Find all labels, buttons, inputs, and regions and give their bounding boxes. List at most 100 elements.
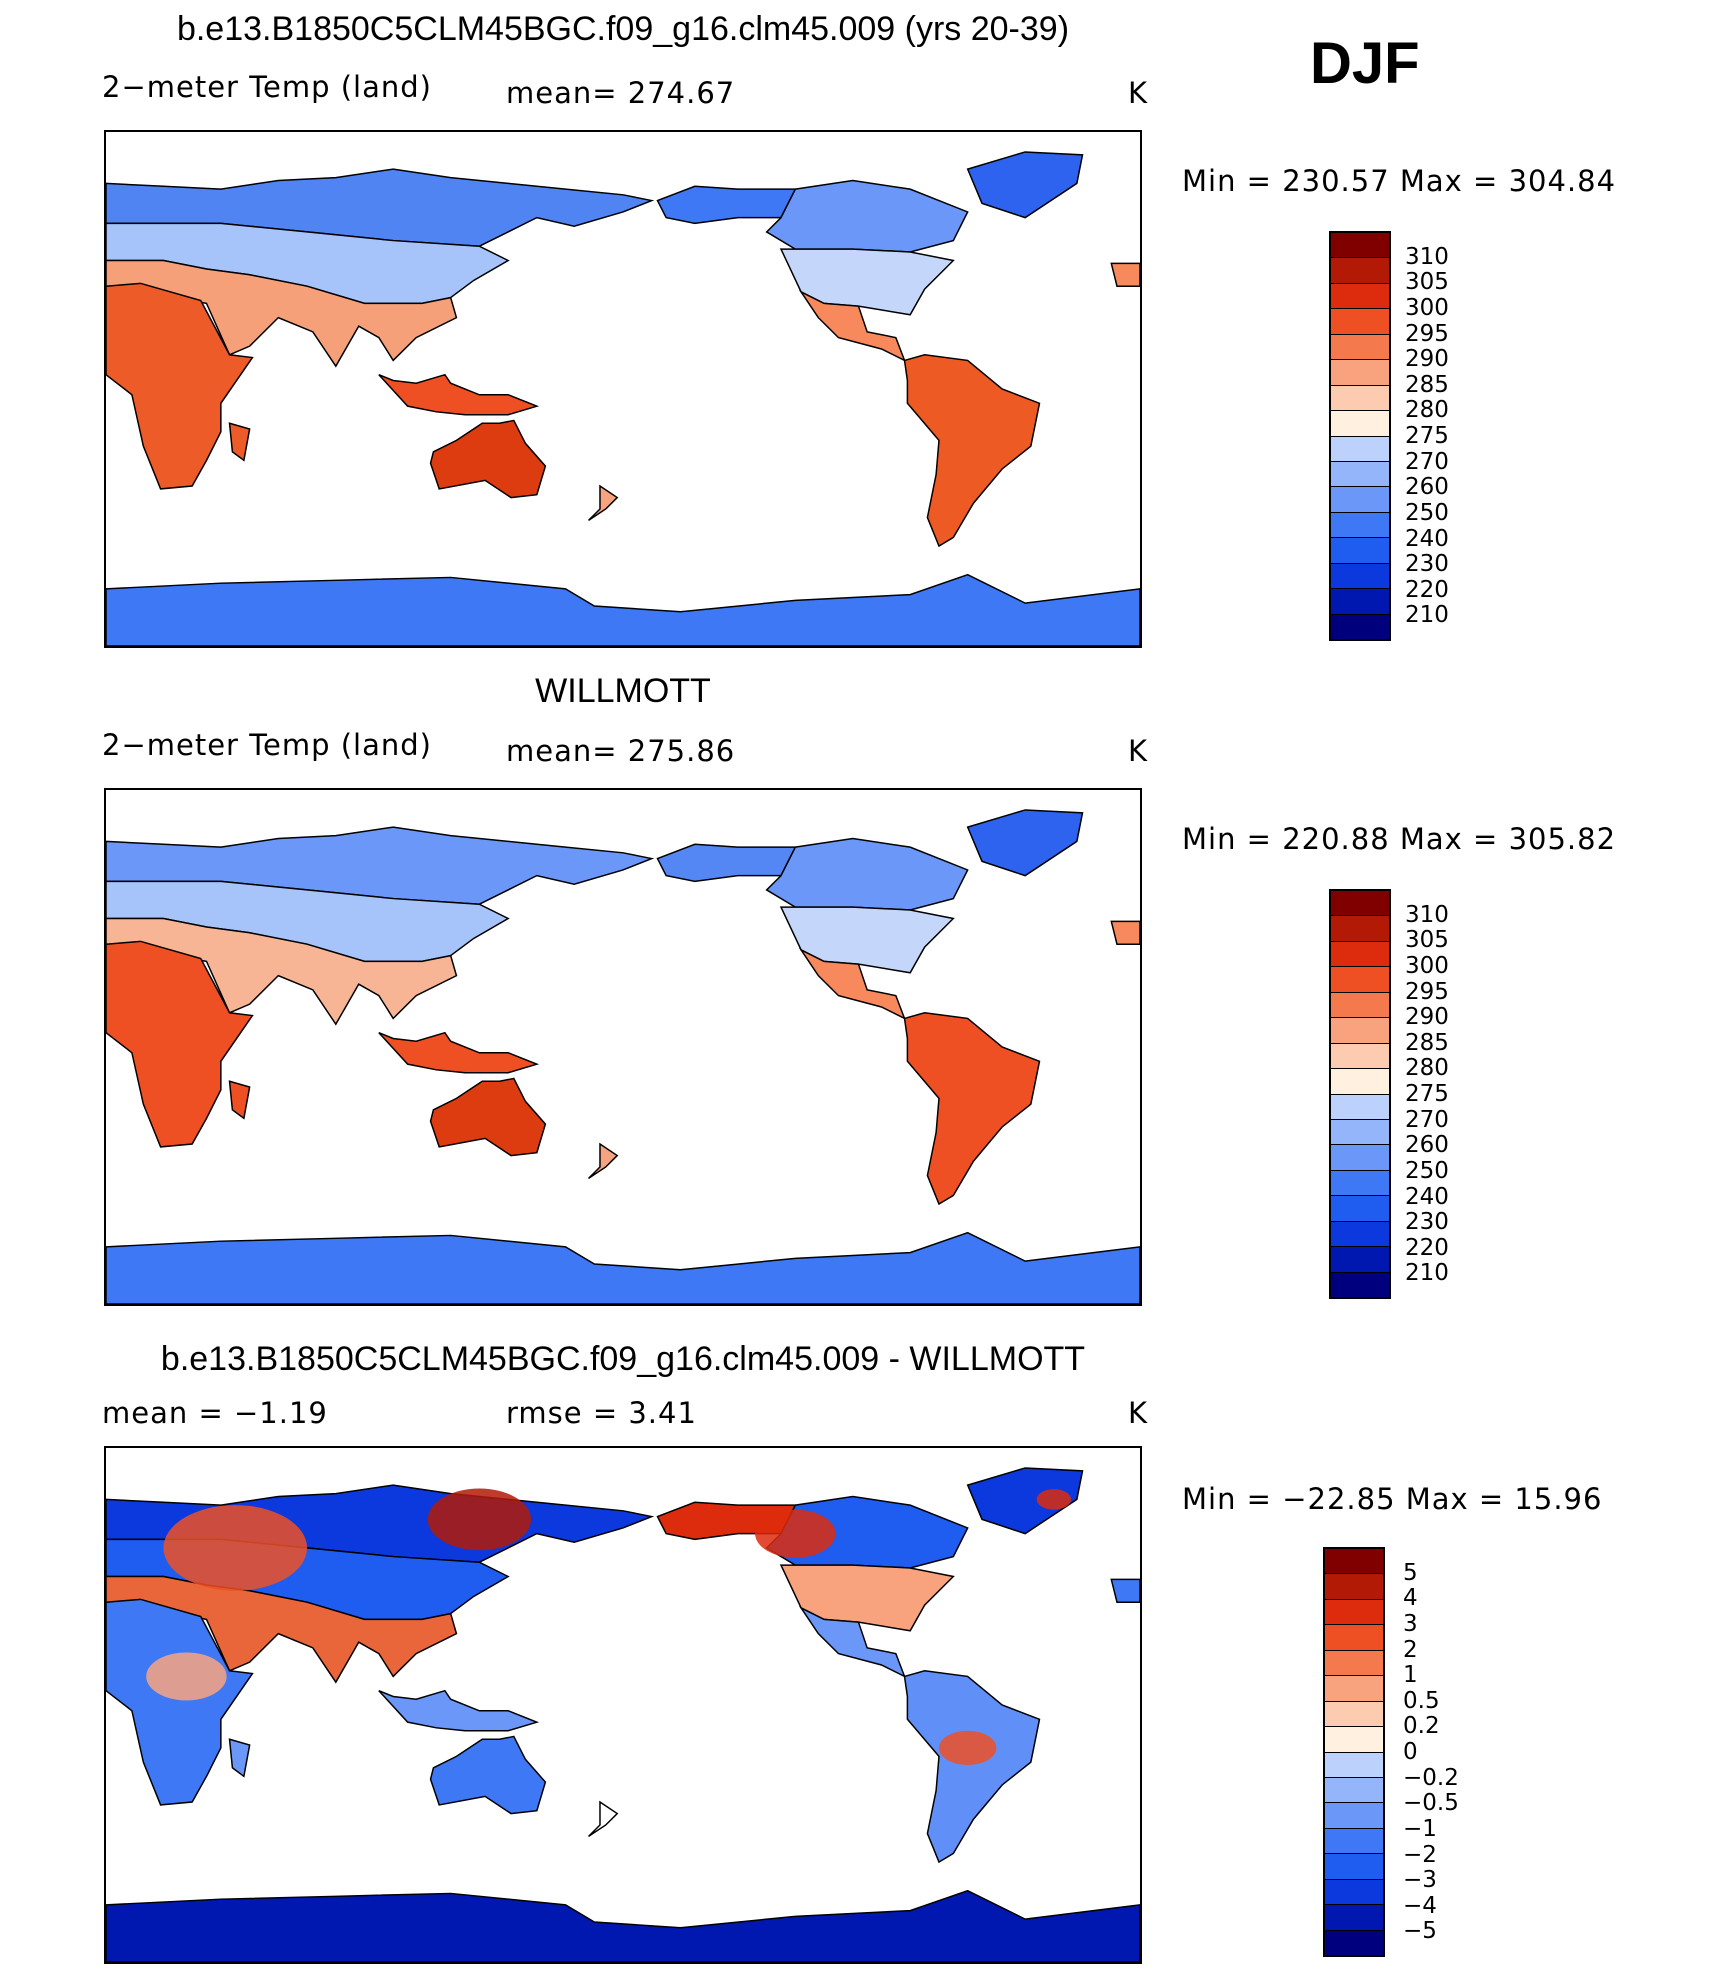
colorbar-segment	[1325, 1905, 1383, 1931]
colorbar-segment	[1331, 1272, 1389, 1297]
colorbar-tick-label: 220	[1405, 1234, 1449, 1261]
colorbar-segment	[1331, 233, 1389, 259]
colorbar-segment	[1331, 1221, 1389, 1248]
colorbar-segment	[1331, 436, 1389, 462]
colorbar-tick-label: 285	[1405, 371, 1449, 398]
colorbar-segment	[1325, 1777, 1383, 1804]
panel-2-colorbar-labels: 310 305 300 295 290 285 280 275 270 260 250 240 230 2…	[1405, 889, 1485, 1299]
season-label: DJF	[1310, 31, 1420, 96]
colorbar-tick-label: 250	[1405, 1157, 1449, 1184]
colorbar-segment	[1325, 1701, 1383, 1728]
colorbar-segment	[1331, 1170, 1389, 1197]
colorbar-segment	[1325, 1752, 1383, 1778]
colorbar-segment	[1331, 1145, 1389, 1171]
colorbar-segment	[1331, 309, 1389, 335]
land-africa	[106, 1598, 254, 1806]
colorbar-segment	[1325, 1803, 1383, 1829]
land-australia	[429, 1077, 547, 1157]
panel-2-units: K	[1128, 734, 1149, 768]
land-nz	[588, 1142, 619, 1179]
land-greenland	[966, 809, 1084, 877]
colorbar-tick-label: 0.2	[1403, 1713, 1440, 1740]
panel-1-map	[104, 130, 1142, 648]
colorbar-tick-label: 240	[1405, 1183, 1449, 1210]
colorbar-tick-label: 250	[1405, 499, 1449, 526]
land-mada	[228, 1738, 251, 1778]
colorbar-segment	[1331, 916, 1389, 942]
land-alaska	[656, 185, 797, 225]
colorbar-segment	[1331, 283, 1389, 310]
land-indonesia	[378, 373, 540, 416]
panel-2-colorbar	[1329, 889, 1391, 1299]
colorbar-segment	[1331, 563, 1389, 590]
colorbar-tick-label: −4	[1403, 1892, 1437, 1919]
land-indonesia	[378, 1689, 540, 1732]
panel-3-title: b.e13.B1850C5CLM45BGC.f09_g16.clm45.009 …	[160, 1340, 1086, 1378]
colorbar-segment	[1331, 891, 1389, 917]
colorbar-segment	[1331, 258, 1389, 284]
colorbar-segment	[1325, 1650, 1383, 1677]
panel-2-mean-label: mean= 275.86	[506, 734, 736, 768]
anomaly-blob	[427, 1488, 532, 1551]
anomaly-blob	[938, 1730, 997, 1765]
colorbar-tick-label: 3	[1403, 1610, 1418, 1637]
colorbar-tick-label: −5	[1403, 1918, 1437, 1945]
colorbar-tick-label: 260	[1405, 474, 1449, 501]
colorbar-tick-label: 270	[1405, 1106, 1449, 1133]
colorbar-tick-label: 300	[1405, 294, 1449, 321]
land-antarctica	[106, 1231, 1140, 1304]
panel-2-title: WILLMOTT	[535, 672, 711, 710]
colorbar-segment	[1331, 512, 1389, 539]
land-mexico	[798, 1606, 906, 1678]
colorbar-tick-label: 280	[1405, 397, 1449, 424]
land-mada	[228, 422, 251, 462]
colorbar-tick-label: 270	[1405, 448, 1449, 475]
land-southam	[903, 354, 1041, 548]
colorbar-segment	[1325, 1828, 1383, 1855]
land-nz	[588, 484, 619, 521]
colorbar-segment	[1331, 385, 1389, 412]
colorbar-tick-label: 5	[1403, 1559, 1418, 1586]
colorbar-segment	[1331, 1094, 1389, 1120]
colorbar-segment	[1331, 411, 1389, 437]
land-antarctica	[106, 573, 1140, 646]
panel-1-mean-label: mean= 274.67	[506, 76, 736, 110]
colorbar-segment	[1325, 1549, 1383, 1575]
colorbar-tick-label: −2	[1403, 1841, 1437, 1868]
colorbar-segment	[1331, 1018, 1389, 1044]
land-alaska	[656, 843, 797, 883]
panel-1-title: b.e13.B1850C5CLM45BGC.f09_g16.clm45.009 …	[176, 10, 1070, 48]
panel-3-rmse-label: rmse = 3.41	[506, 1396, 697, 1430]
colorbar-tick-label: 230	[1405, 1209, 1449, 1236]
panel-2-minmax: Min = 220.88 Max = 305.82	[1182, 822, 1617, 856]
colorbar-segment	[1325, 1854, 1383, 1880]
colorbar-segment	[1325, 1625, 1383, 1651]
land-mexico	[798, 948, 906, 1020]
panel-1-colorbar-labels: 310 305 300 295 290 285 280 275 270 260 250 240 230 2…	[1405, 231, 1485, 641]
colorbar-segment	[1331, 1043, 1389, 1070]
colorbar-segment	[1331, 589, 1389, 615]
colorbar-tick-label: 305	[1405, 269, 1449, 296]
land-australia	[429, 1735, 547, 1815]
panel-3-colorbar-labels: 5 4 3 2 1 0.5 0.2 0 −0.2 −0.5 −1 −2 −3 −4 −5	[1403, 1547, 1493, 1957]
panel-3-colorbar	[1323, 1547, 1385, 1957]
colorbar-tick-label: 210	[1405, 1260, 1449, 1287]
land-canada	[765, 179, 969, 253]
panel-1-colorbar	[1329, 231, 1391, 641]
land-usa	[779, 906, 955, 974]
colorbar-tick-label: 230	[1405, 551, 1449, 578]
land-iberia	[1110, 920, 1140, 945]
colorbar-tick-label: −0.5	[1403, 1790, 1459, 1817]
colorbar-tick-label: 280	[1405, 1055, 1449, 1082]
land-eurasiaS	[106, 259, 458, 368]
colorbar-tick-label: −0.2	[1403, 1764, 1459, 1791]
land-eurasiaS	[106, 917, 458, 1026]
panel-3-units: K	[1128, 1396, 1149, 1430]
land-africa	[106, 940, 254, 1148]
colorbar-segment	[1331, 334, 1389, 361]
colorbar-tick-label: 220	[1405, 576, 1449, 603]
panel-1-units: K	[1128, 76, 1149, 110]
colorbar-segment	[1325, 1930, 1383, 1955]
colorbar-tick-label: 285	[1405, 1029, 1449, 1056]
colorbar-segment	[1331, 941, 1389, 968]
